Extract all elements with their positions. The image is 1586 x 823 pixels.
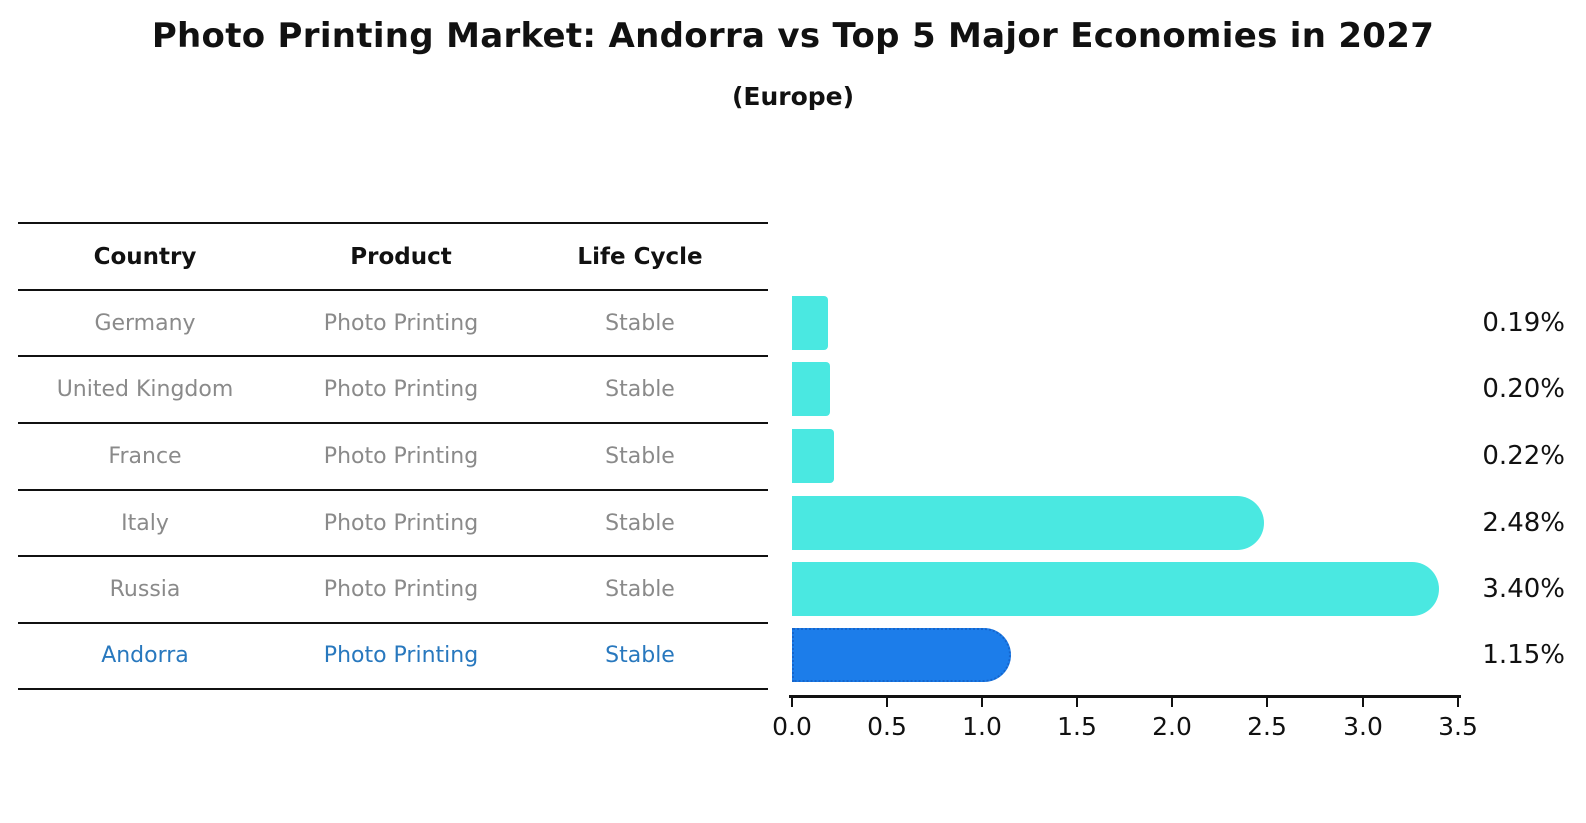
- table-row-separator: [18, 355, 768, 357]
- x-tick: [1076, 698, 1078, 707]
- bar-germany: [792, 296, 829, 350]
- x-axis-line: [789, 695, 1461, 698]
- table-header-product: Product: [350, 243, 452, 270]
- x-tick-label: 2.5: [1247, 712, 1287, 741]
- x-tick-label: 1.5: [1057, 712, 1097, 741]
- table-row: Italy Photo Printing Stable: [0, 490, 770, 556]
- value-label: 0.22%: [1482, 441, 1565, 471]
- table-cell-country: United Kingdom: [56, 376, 234, 402]
- x-tick: [1171, 698, 1173, 707]
- table-cell-product: Photo Printing: [323, 576, 479, 602]
- table-cell-life-cycle: Stable: [605, 510, 675, 536]
- table-header-life-cycle: Life Cycle: [577, 243, 703, 270]
- table-row: Russia Photo Printing Stable: [0, 556, 770, 622]
- table-cell-country: Russia: [109, 576, 181, 602]
- table-cell-life-cycle: Stable: [605, 576, 675, 602]
- value-label: 0.19%: [1482, 308, 1565, 338]
- table-border-top: [18, 222, 768, 224]
- table-cell-country: Italy: [121, 510, 169, 536]
- table-row-highlight: Andorra Photo Printing Stable: [0, 623, 770, 688]
- x-tick: [886, 698, 888, 707]
- table-header-row: Country Product Life Cycle: [0, 223, 770, 290]
- table-cell-life-cycle: Stable: [605, 310, 675, 336]
- chart-subtitle: (Europe): [731, 82, 855, 111]
- table-row-separator: [18, 555, 768, 557]
- table-cell-life-cycle: Stable: [605, 443, 675, 469]
- table-cell-product: Photo Printing: [323, 310, 479, 336]
- x-tick-label: 1.0: [962, 712, 1002, 741]
- table-row-separator: [18, 489, 768, 491]
- table-cell-life-cycle: Stable: [605, 643, 675, 668]
- x-tick-label: 2.0: [1152, 712, 1192, 741]
- value-label: 0.20%: [1482, 374, 1565, 404]
- table-cell-life-cycle: Stable: [605, 376, 675, 402]
- x-tick: [981, 698, 983, 707]
- bar-italy: [792, 496, 1264, 550]
- x-tick-label: 0.5: [867, 712, 907, 741]
- table-row-separator: [18, 622, 768, 624]
- bar-andorra-highlight: [792, 628, 1011, 682]
- x-tick: [1266, 698, 1268, 707]
- value-label: 1.15%: [1482, 640, 1565, 670]
- table-row: United Kingdom Photo Printing Stable: [0, 356, 770, 422]
- x-tick-label: 3.5: [1438, 712, 1478, 741]
- bar-russia: [792, 562, 1439, 616]
- table-header-separator: [18, 289, 768, 291]
- table-border-bottom: [18, 688, 768, 690]
- bar-france: [792, 429, 834, 483]
- value-label: 2.48%: [1482, 508, 1565, 538]
- table-cell-country: Germany: [94, 310, 196, 336]
- table-cell-product: Photo Printing: [323, 376, 479, 402]
- table-cell-product: Photo Printing: [323, 643, 479, 668]
- table-row-separator: [18, 422, 768, 424]
- table-header-country: Country: [93, 243, 197, 270]
- table-cell-product: Photo Printing: [323, 510, 479, 536]
- table-cell-country: France: [108, 443, 182, 469]
- table-cell-product: Photo Printing: [323, 443, 479, 469]
- x-tick: [791, 698, 793, 707]
- bar-united-kingdom: [792, 362, 831, 416]
- table-row: France Photo Printing Stable: [0, 423, 770, 489]
- table-cell-country: Andorra: [101, 643, 189, 668]
- value-label: 3.40%: [1482, 574, 1565, 604]
- chart-title: Photo Printing Market: Andorra vs Top 5 …: [151, 16, 1435, 56]
- x-tick-label: 0.0: [772, 712, 812, 741]
- x-tick: [1457, 698, 1459, 707]
- table-row: Germany Photo Printing Stable: [0, 290, 770, 356]
- x-tick: [1362, 698, 1364, 707]
- x-tick-label: 3.0: [1343, 712, 1383, 741]
